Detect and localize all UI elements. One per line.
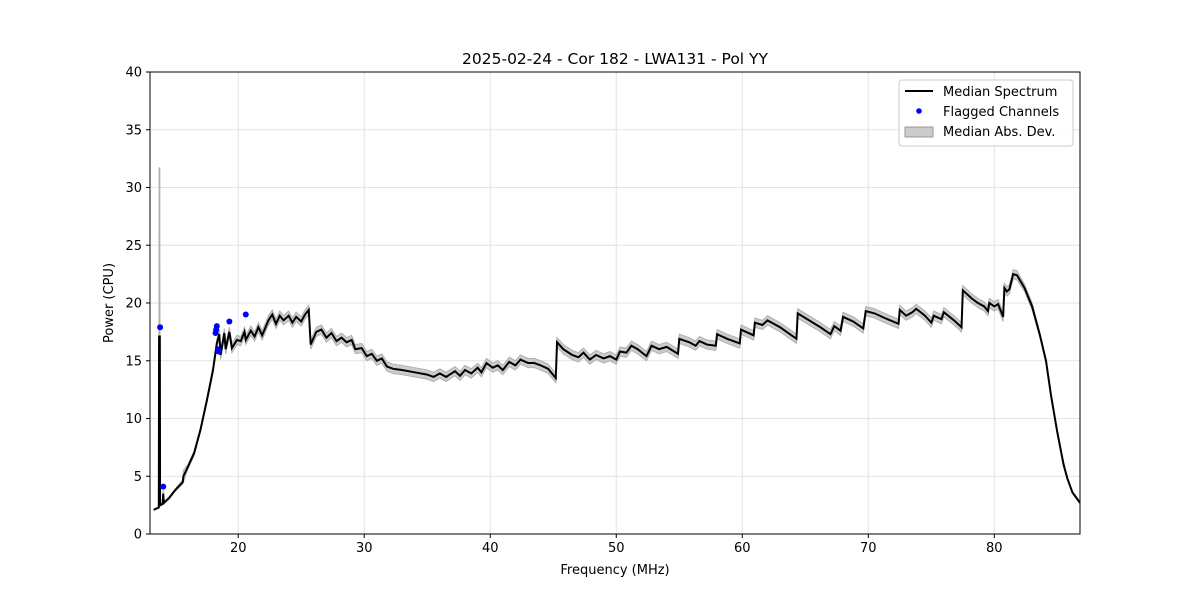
x-tick-label: 20 xyxy=(230,541,247,556)
flagged-points xyxy=(157,311,249,490)
x-tick-label: 40 xyxy=(482,541,499,556)
legend-flagged-swatch xyxy=(916,108,922,114)
y-tick-label: 25 xyxy=(125,239,142,254)
flagged-channel-point xyxy=(157,324,164,331)
y-tick-label: 10 xyxy=(125,412,142,427)
y-tick-label: 30 xyxy=(125,181,142,196)
mad-band-area xyxy=(153,167,1081,512)
legend-flagged-label: Flagged Channels xyxy=(943,105,1059,120)
legend: Median Spectrum Flagged Channels Median … xyxy=(898,79,1074,147)
x-tick-label: 30 xyxy=(356,541,373,556)
grid xyxy=(150,71,1080,535)
legend-mad-label: Median Abs. Dev. xyxy=(943,125,1055,140)
legend-mad-swatch xyxy=(904,126,934,138)
x-axis: 20 30 40 50 60 70 80 xyxy=(230,534,1003,556)
y-axis: 0 5 10 15 20 25 30 35 40 xyxy=(125,66,150,543)
mad-band xyxy=(153,167,1081,512)
y-tick-label: 5 xyxy=(134,470,142,485)
y-tick-label: 35 xyxy=(125,123,142,138)
flagged-channel-point xyxy=(226,318,233,325)
flagged-channel-point xyxy=(212,330,219,337)
y-tick-label: 40 xyxy=(125,66,142,81)
x-tick-label: 80 xyxy=(986,541,1003,556)
median-spectrum-line xyxy=(153,272,1081,511)
legend-median-label: Median Spectrum xyxy=(943,85,1057,100)
y-tick-label: 0 xyxy=(134,528,142,543)
x-tick-label: 60 xyxy=(734,541,751,556)
y-axis-label: Power (CPU) xyxy=(102,263,117,343)
x-tick-label: 70 xyxy=(860,541,877,556)
legend-box xyxy=(898,79,1074,147)
y-tick-label: 20 xyxy=(125,297,142,312)
flagged-channel-point xyxy=(215,348,222,355)
flagged-channel-point xyxy=(160,483,167,490)
y-tick-label: 15 xyxy=(125,354,142,369)
median-line xyxy=(153,272,1081,511)
x-tick-label: 50 xyxy=(608,541,625,556)
chart-title: 2025-02-24 - Cor 182 - LWA131 - Pol YY xyxy=(462,50,768,68)
flagged-channel-point xyxy=(242,311,249,318)
x-axis-label: Frequency (MHz) xyxy=(560,563,669,578)
